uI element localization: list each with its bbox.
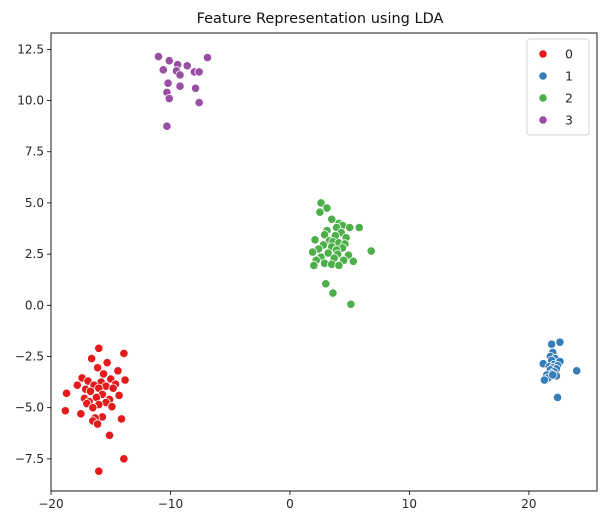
point-class-2 (315, 207, 325, 217)
point-class-0 (104, 430, 115, 440)
legend-label-0: 0 (565, 47, 573, 62)
x-tick-label: −20 (38, 497, 63, 511)
chart-title: Feature Representation using LDA (197, 11, 444, 27)
point-class-3 (194, 67, 204, 77)
point-class-0 (120, 375, 130, 385)
point-class-0 (92, 363, 103, 373)
point-class-2 (309, 260, 319, 270)
point-class-1 (539, 375, 550, 385)
point-class-3 (175, 81, 185, 91)
point-class-1 (546, 339, 557, 349)
y-axis: −7.5 −5.0 −2.5 0.0 2.5 5.0 7.5 10.0 12.5 (15, 42, 51, 466)
point-class-0 (102, 358, 112, 368)
point-class-0 (60, 406, 70, 416)
legend-marker-0 (538, 49, 548, 59)
legend-marker-1 (538, 71, 548, 81)
point-class-0 (94, 466, 104, 476)
legend-label-3: 3 (565, 113, 573, 128)
y-tick-label: −2.5 (15, 349, 44, 363)
point-class-0 (85, 386, 96, 396)
point-class-2 (322, 203, 332, 213)
point-class-0 (76, 409, 86, 419)
y-tick-label: 0.0 (25, 298, 44, 312)
legend-marker-3 (538, 115, 548, 125)
point-class-2 (354, 222, 364, 233)
legend-marker-2 (538, 93, 548, 103)
point-class-3 (175, 70, 185, 80)
point-class-3 (202, 52, 213, 63)
point-class-2 (345, 222, 355, 233)
point-class-0 (94, 343, 104, 353)
y-tick-label: 10.0 (17, 94, 44, 108)
legend: 0 1 2 3 (526, 38, 590, 136)
point-class-1 (572, 366, 582, 376)
point-class-2 (319, 230, 330, 240)
x-axis: −20 −10 0 10 20 (38, 491, 537, 511)
point-class-1 (555, 337, 565, 347)
point-class-2 (334, 260, 344, 270)
point-class-0 (113, 366, 123, 376)
point-class-2 (328, 288, 338, 298)
point-class-0 (92, 419, 103, 429)
point-class-0 (72, 380, 82, 390)
point-class-1 (548, 370, 558, 380)
legend-label-1: 1 (565, 69, 573, 84)
point-class-0 (119, 454, 129, 464)
point-class-0 (87, 353, 97, 364)
x-tick-label: 10 (402, 497, 417, 511)
point-class-3 (164, 56, 174, 66)
point-class-0 (88, 403, 98, 413)
y-tick-label: 7.5 (25, 145, 44, 159)
point-class-3 (163, 78, 173, 88)
point-class-3 (190, 83, 201, 93)
y-tick-label: −5.0 (15, 401, 44, 415)
point-class-2 (308, 247, 318, 257)
plot-frame (50, 32, 598, 492)
point-class-0 (114, 390, 124, 400)
point-class-0 (98, 369, 109, 379)
x-tick-label: −10 (158, 497, 183, 511)
point-class-2 (346, 299, 356, 309)
x-tick-label: 0 (286, 497, 294, 511)
point-class-0 (61, 388, 72, 398)
point-class-1 (552, 392, 563, 403)
point-class-3 (164, 93, 174, 104)
point-class-2 (366, 246, 376, 256)
point-class-2 (327, 214, 337, 224)
point-class-0 (108, 383, 118, 393)
point-class-0 (107, 402, 117, 412)
point-class-2 (323, 248, 333, 258)
point-class-3 (158, 65, 168, 75)
x-tick-label: 20 (521, 497, 536, 511)
point-class-3 (162, 121, 172, 131)
point-class-3 (153, 51, 164, 62)
y-tick-label: 2.5 (25, 247, 44, 261)
point-class-3 (194, 98, 204, 108)
point-class-3 (182, 61, 192, 71)
y-tick-label: 5.0 (25, 196, 44, 210)
y-tick-label: −7.5 (15, 452, 44, 466)
y-tick-label: 12.5 (17, 42, 44, 56)
legend-box (526, 38, 590, 136)
point-class-2 (348, 256, 358, 266)
point-class-2 (316, 198, 326, 208)
point-class-0 (119, 348, 129, 359)
data-points (60, 51, 582, 476)
legend-label-2: 2 (565, 91, 573, 106)
point-class-2 (310, 235, 320, 245)
point-class-2 (321, 279, 331, 289)
point-class-0 (116, 414, 127, 424)
